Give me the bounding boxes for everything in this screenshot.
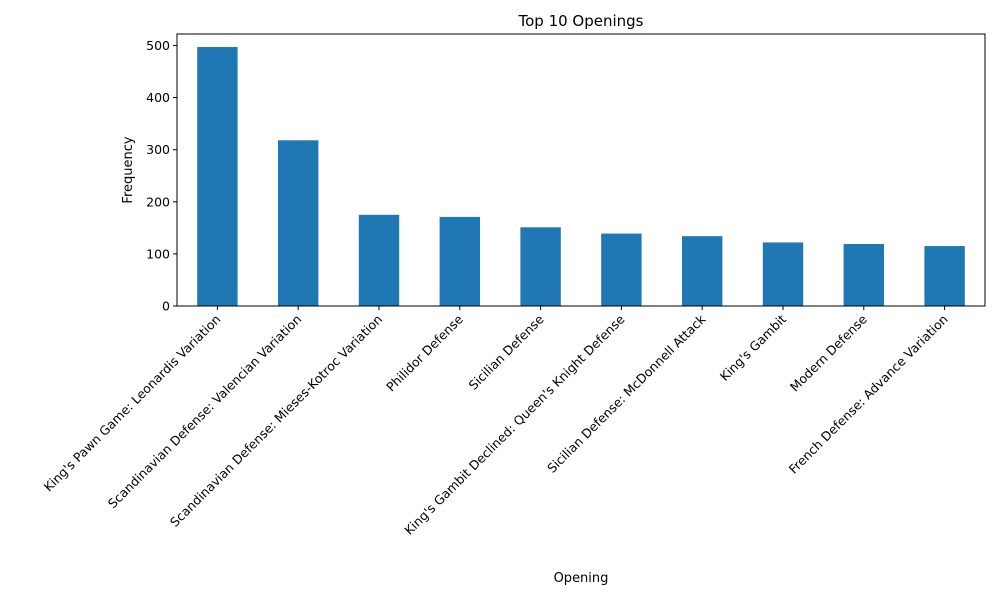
plot-frame <box>176 33 986 307</box>
chart-title: Top 10 Openings <box>517 12 643 30</box>
y-axis-ticks: 0 100 200 300 400 500 <box>146 38 177 314</box>
y-axis-label: Frequency <box>121 136 136 203</box>
y-tick-label: 500 <box>146 38 170 53</box>
bar <box>520 227 561 306</box>
bar <box>924 246 965 306</box>
bars-layer <box>197 47 965 306</box>
x-tick-label: Philidor Defense <box>383 311 466 394</box>
x-tick-label: Sicilian Defense <box>466 311 547 392</box>
y-tick-label: 400 <box>146 90 170 105</box>
bar <box>601 233 642 306</box>
x-axis-ticks: King's Pawn Game: Leonardis VariationSca… <box>41 306 951 538</box>
y-tick-label: 0 <box>162 299 170 314</box>
y-tick-label: 300 <box>146 142 170 157</box>
bar <box>278 140 319 306</box>
y-tick-label: 100 <box>146 246 170 261</box>
bar <box>762 242 804 306</box>
x-axis-label: Opening <box>554 571 609 586</box>
bar <box>682 236 723 306</box>
bar <box>843 243 884 306</box>
x-tick-label: Modern Defense <box>787 311 870 394</box>
x-tick-label: King's Gambit <box>717 311 789 383</box>
bar <box>358 214 400 306</box>
bar <box>439 216 480 306</box>
x-tick-label: French Defense: Advance Variation <box>786 312 951 477</box>
x-tick-label: King's Pawn Game: Leonardis Variation <box>41 312 224 495</box>
x-tick-label: Sicilian Defense: McDonnell Attack <box>544 311 709 476</box>
bar <box>197 47 238 306</box>
y-tick-label: 200 <box>146 194 170 209</box>
